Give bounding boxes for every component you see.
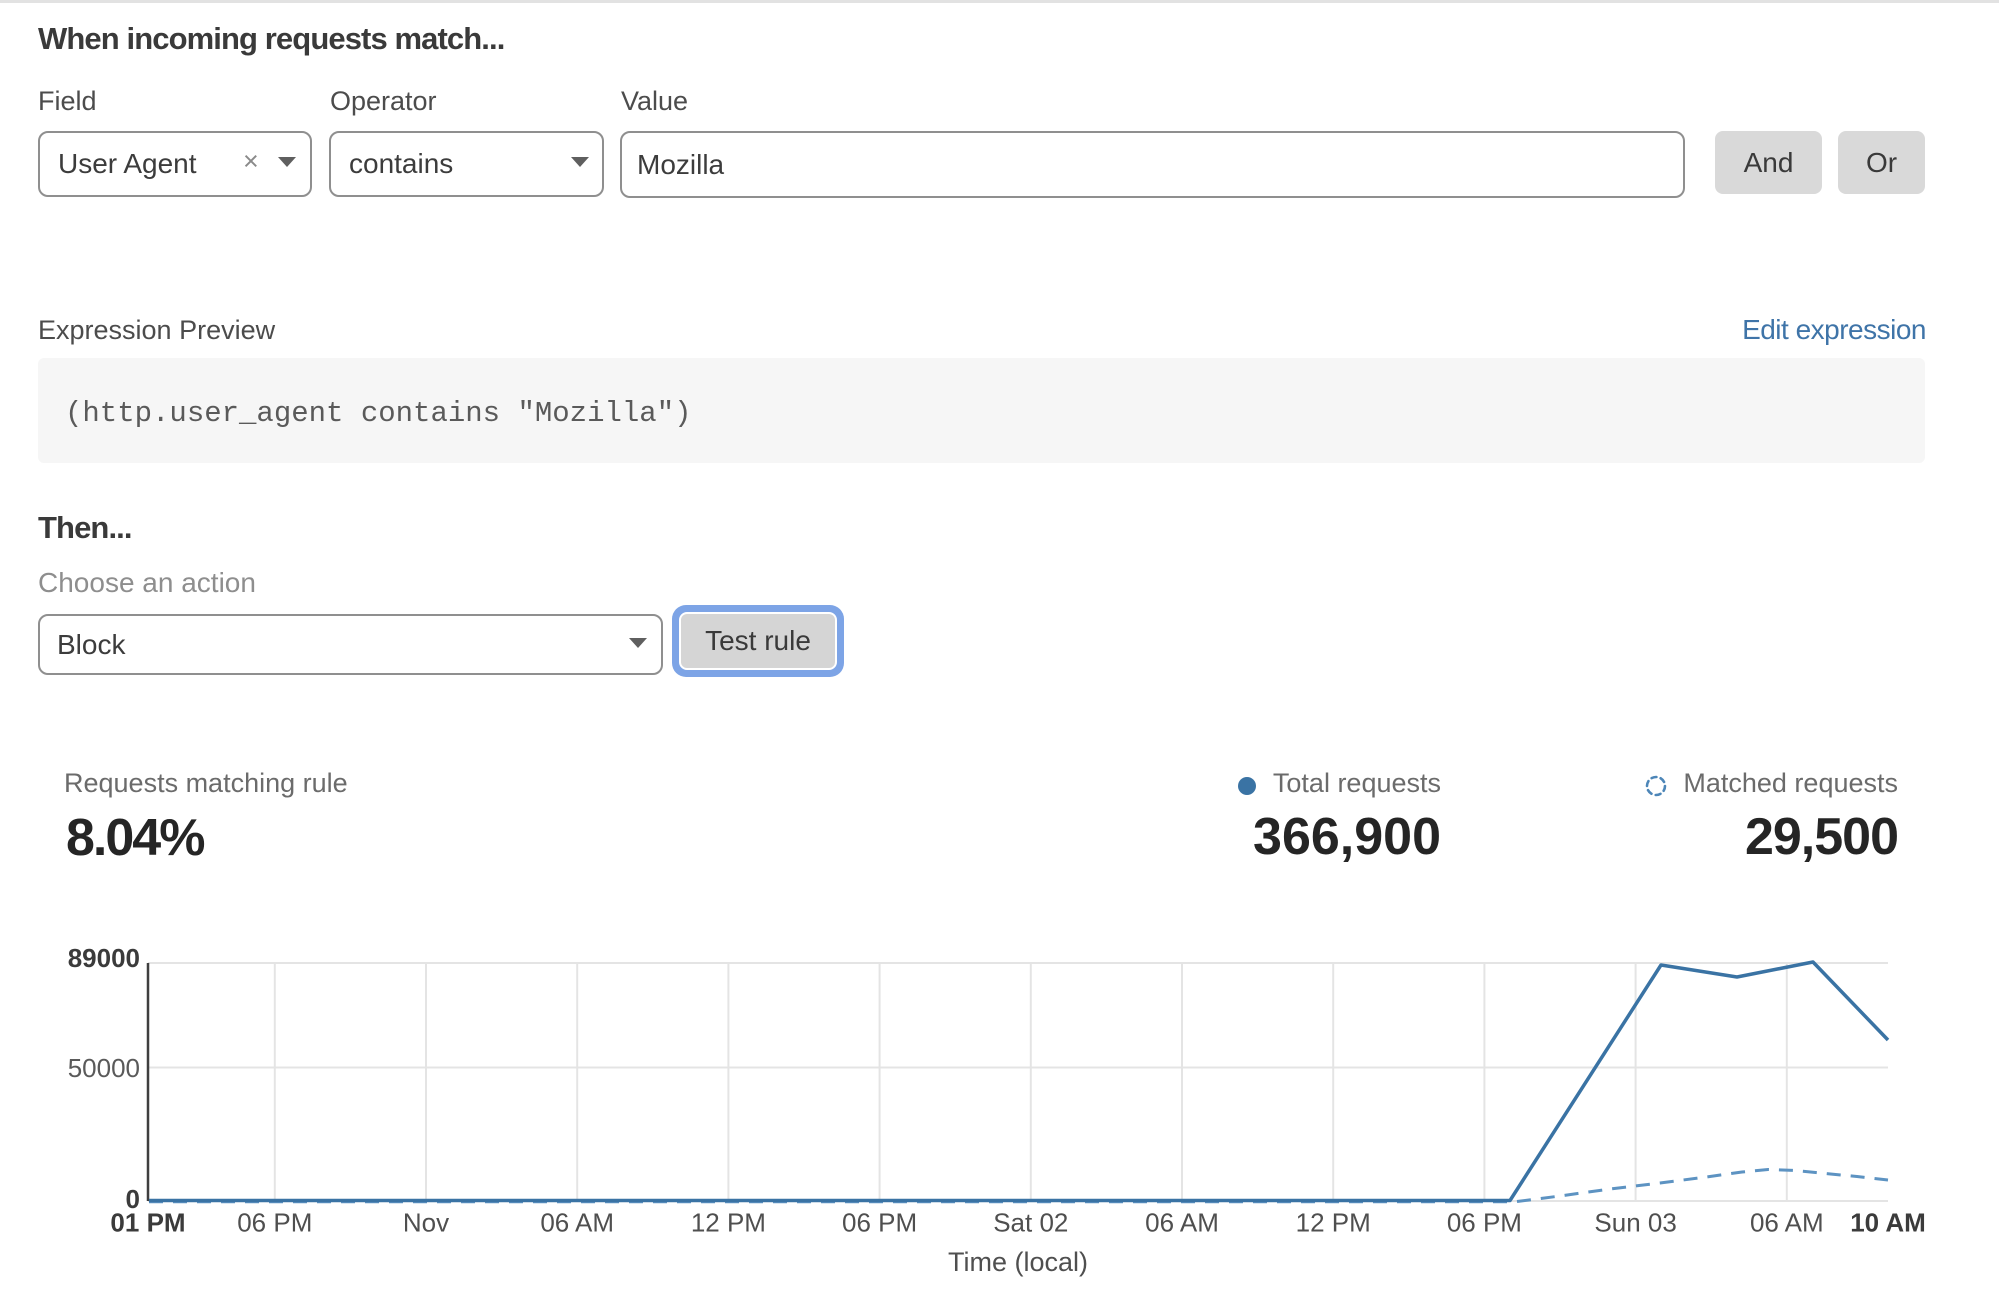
svg-text:89000: 89000 — [68, 943, 140, 973]
svg-text:12 PM: 12 PM — [1296, 1208, 1371, 1238]
svg-text:06 PM: 06 PM — [237, 1208, 312, 1238]
svg-text:01 PM: 01 PM — [110, 1208, 185, 1238]
svg-text:Sun 03: Sun 03 — [1594, 1208, 1676, 1238]
svg-text:06 AM: 06 AM — [540, 1208, 614, 1238]
svg-text:Nov: Nov — [403, 1208, 449, 1238]
svg-text:06 AM: 06 AM — [1750, 1208, 1824, 1238]
svg-text:Time (local): Time (local) — [948, 1247, 1088, 1277]
svg-text:06 AM: 06 AM — [1145, 1208, 1219, 1238]
svg-text:50000: 50000 — [68, 1053, 140, 1083]
svg-text:06 PM: 06 PM — [1447, 1208, 1522, 1238]
svg-text:Sat 02: Sat 02 — [993, 1208, 1068, 1238]
svg-text:06 PM: 06 PM — [842, 1208, 917, 1238]
svg-text:10 AM: 10 AM — [1850, 1208, 1926, 1238]
svg-text:0: 0 — [126, 1184, 140, 1214]
svg-text:12 PM: 12 PM — [691, 1208, 766, 1238]
